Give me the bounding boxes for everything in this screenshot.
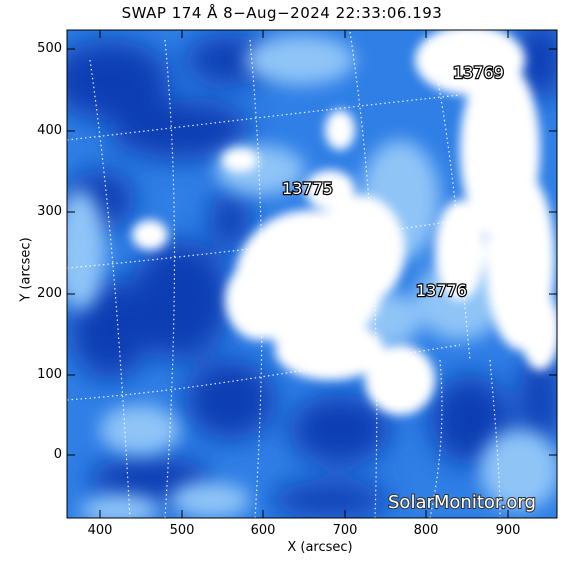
y-tick-0: 0 xyxy=(53,447,62,462)
region-label-13769: 13769 xyxy=(453,63,504,82)
x-tick-900: 900 xyxy=(495,523,521,538)
y-tick-300: 300 xyxy=(37,204,62,219)
x-tick-800: 800 xyxy=(413,523,439,538)
x-tick-700: 700 xyxy=(332,523,358,538)
watermark-text: SolarMonitor.org xyxy=(388,492,536,513)
plot-frame xyxy=(66,29,558,519)
x-axis-label: X (arcsec) xyxy=(287,540,353,555)
region-label-13776: 13776 xyxy=(416,281,467,300)
x-tick-400: 400 xyxy=(87,523,113,538)
region-label-13775: 13775 xyxy=(282,179,333,198)
solar-disk-image xyxy=(67,30,557,518)
y-tick-400: 400 xyxy=(37,123,62,138)
heliographic-grid xyxy=(67,31,501,518)
y-tick-500: 500 xyxy=(37,41,62,56)
x-tick-500: 500 xyxy=(169,523,195,538)
x-tick-600: 600 xyxy=(250,523,276,538)
y-tick-200: 200 xyxy=(37,286,62,301)
image-title: SWAP 174 Å 8−Aug−2024 22:33:06.193 xyxy=(121,4,443,22)
axis-ticks xyxy=(67,30,557,518)
y-tick-100: 100 xyxy=(37,367,62,382)
